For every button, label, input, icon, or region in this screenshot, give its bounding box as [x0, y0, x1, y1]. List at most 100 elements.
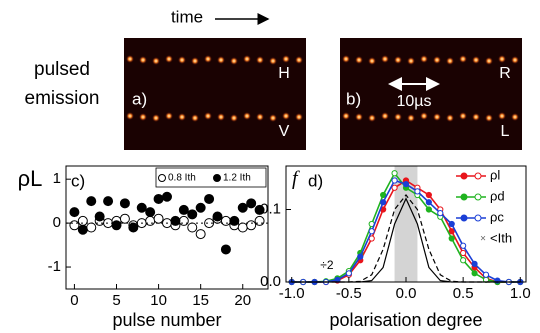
emission-dot — [230, 57, 238, 65]
data-point — [154, 214, 163, 223]
emission-dot — [217, 113, 225, 121]
emission-dot — [472, 56, 480, 64]
data-point — [70, 221, 79, 230]
data-point — [461, 243, 466, 248]
emission-dot — [433, 113, 441, 121]
row-label: pulsed — [34, 59, 90, 80]
data-point — [137, 203, 146, 212]
data-point — [255, 216, 264, 225]
panel-text: R — [499, 65, 511, 82]
emission-dot — [230, 114, 238, 122]
emission-dot — [204, 112, 212, 120]
data-point — [196, 203, 205, 212]
emission-dot — [407, 57, 415, 65]
emission-dot — [381, 112, 389, 120]
emission-dot — [165, 55, 173, 63]
data-point — [461, 250, 466, 255]
legend-label: ρl — [490, 167, 500, 182]
legend-marker: × — [480, 234, 486, 245]
data-point — [221, 216, 230, 225]
data-point — [472, 261, 477, 266]
data-point — [213, 212, 222, 221]
legend-label: ρc — [490, 209, 504, 224]
data-point — [461, 258, 466, 263]
data-point — [146, 216, 155, 225]
emission-dot — [368, 114, 376, 122]
data-point — [230, 216, 239, 225]
emission-dot — [472, 113, 480, 121]
data-point — [154, 194, 163, 203]
emission-dot — [446, 57, 454, 65]
x-tick-label: -0.5 — [336, 285, 362, 302]
data-point — [449, 229, 454, 234]
emission-dot — [433, 56, 441, 64]
data-point — [369, 229, 374, 234]
data-point — [426, 207, 431, 212]
y-tick-label: 1 — [53, 170, 61, 187]
emission-dot — [420, 112, 428, 120]
y-axis-label: f — [292, 168, 300, 190]
data-point — [358, 254, 363, 259]
emission-dot — [243, 112, 251, 120]
data-point — [188, 223, 197, 232]
legend-marker — [475, 194, 481, 200]
data-point — [346, 271, 351, 276]
emission-dot — [368, 57, 376, 65]
data-point — [78, 216, 87, 225]
legend-label: 1.2 Ith — [223, 173, 251, 184]
legend-label: <Ith — [490, 230, 512, 245]
legend-label: ρd — [490, 188, 505, 203]
emission-dot — [498, 55, 506, 63]
emission-dot — [485, 57, 493, 65]
emission-dot — [126, 55, 134, 63]
data-point — [238, 223, 247, 232]
data-point — [426, 200, 431, 205]
emission-dot — [420, 55, 428, 63]
data-point — [95, 212, 104, 221]
emission-dot — [355, 113, 363, 121]
emission-dot — [191, 57, 199, 65]
emission-dot — [217, 56, 225, 64]
data-point — [104, 197, 113, 206]
x-tick-label: 0 — [70, 292, 78, 309]
data-point — [87, 197, 96, 206]
emission-dot — [243, 55, 251, 63]
row-label: emission — [25, 88, 100, 109]
emission-dot — [165, 112, 173, 120]
data-point — [179, 216, 188, 225]
x-axis-label: polarisation degree — [329, 310, 482, 330]
data-point — [392, 171, 397, 176]
emission-dot — [256, 56, 264, 64]
emission-dot — [295, 56, 303, 64]
legend-marker — [461, 215, 467, 221]
panel-label: c) — [71, 171, 85, 190]
data-point — [171, 216, 180, 225]
scale-label: 10µs — [396, 93, 431, 110]
legend-label: 0.8 Ith — [168, 173, 196, 184]
emission-dot — [511, 56, 519, 64]
y-axis-label: ρL — [18, 166, 43, 191]
data-point — [196, 230, 205, 239]
panel-text: H — [278, 65, 290, 82]
legend-marker — [159, 175, 166, 182]
emission-dot — [269, 57, 277, 65]
data-point — [120, 214, 129, 223]
data-point — [120, 199, 129, 208]
data-point — [112, 221, 121, 230]
data-point — [392, 178, 397, 183]
x-tick-label: 20 — [234, 292, 251, 309]
data-point — [415, 189, 420, 194]
emission-dot — [191, 114, 199, 122]
data-point — [247, 199, 256, 208]
data-point — [179, 205, 188, 214]
emission-dot — [269, 114, 277, 122]
data-point — [449, 221, 454, 226]
emission-dot — [152, 57, 160, 65]
emission-dot — [139, 56, 147, 64]
data-point — [188, 210, 197, 219]
emission-dot — [256, 113, 264, 121]
x-tick-label: 10 — [150, 292, 167, 309]
data-point — [205, 194, 214, 203]
data-point — [221, 245, 230, 254]
annotation: ÷2 — [320, 258, 334, 272]
